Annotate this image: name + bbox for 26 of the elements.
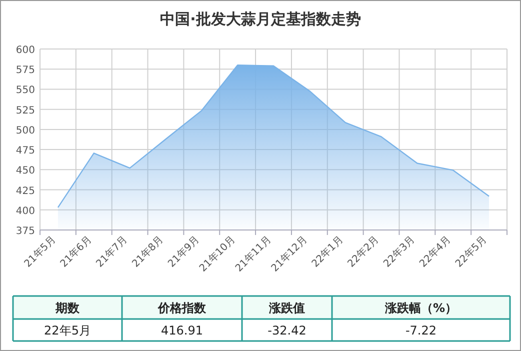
y-tick-label: 450 bbox=[16, 166, 35, 177]
y-tick-label: 600 bbox=[16, 45, 35, 56]
y-tick-label: 425 bbox=[16, 186, 35, 197]
x-tick-label: 22年2月 bbox=[345, 234, 382, 270]
y-tick-label: 400 bbox=[16, 206, 35, 217]
x-tick-label: 22年5月 bbox=[453, 234, 490, 270]
x-tick-label: 21年7月 bbox=[94, 234, 130, 270]
x-tick-label: 22年4月 bbox=[417, 234, 454, 270]
text: 涨跌幅（%） bbox=[384, 301, 458, 315]
x-tick-label: 22年1月 bbox=[309, 234, 346, 270]
x-tick-label: 21年6月 bbox=[58, 234, 94, 270]
text: -7.22 bbox=[405, 324, 437, 338]
x-tick-label: 22年3月 bbox=[381, 234, 418, 270]
text: 价格指数 bbox=[157, 301, 207, 315]
text: 涨跌值 bbox=[268, 301, 305, 315]
y-tick-label: 550 bbox=[16, 85, 35, 96]
text: 416.91 bbox=[161, 324, 203, 338]
text: 期数 bbox=[54, 301, 80, 315]
y-tick-label: 525 bbox=[16, 105, 35, 116]
text: 22年5月 bbox=[44, 324, 91, 338]
y-tick-label: 575 bbox=[16, 65, 35, 76]
text: -32.42 bbox=[268, 324, 306, 338]
y-tick-label: 500 bbox=[16, 125, 35, 136]
x-tick-label: 21年8月 bbox=[130, 234, 166, 270]
y-tick-label: 475 bbox=[16, 146, 35, 157]
chart-title: 中国·批发大蒜月定基指数走势 bbox=[160, 10, 361, 28]
